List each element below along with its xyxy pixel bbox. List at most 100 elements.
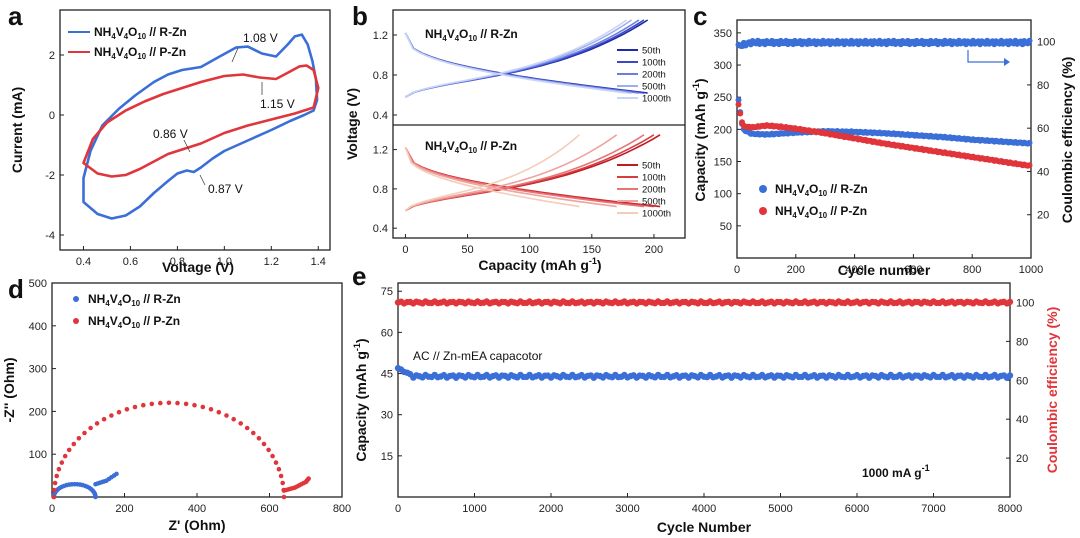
panel-e-ytick-label: 15 <box>381 451 393 463</box>
panel-a-ytick-label: -2 <box>45 170 55 182</box>
legend-label-r-zn: NH4V4O10 // R-Zn <box>775 182 868 198</box>
eis-point-p-zn <box>278 473 284 479</box>
eis-point-p-zn <box>261 441 267 447</box>
panel-e-xtick-label: 2000 <box>539 503 563 515</box>
eis-point-p-zn <box>200 404 206 410</box>
panel-d-ytick-label: 200 <box>29 406 47 418</box>
legend-label-50th: 50th <box>642 46 661 57</box>
legend-label-1000th: 1000th <box>642 209 671 220</box>
panel-a-ylabel: Current (mA) <box>9 87 25 173</box>
legend-label-p-zn: NH4V4O10 // P-Zn <box>88 314 180 330</box>
panel-c-right-ytick-label: 80 <box>1037 80 1049 92</box>
panel-e-right-ytick-label: 20 <box>1016 453 1028 465</box>
panel-b: b 0 50 100 150 2000.40.81.20.40.81.2 NH4V4O1… <box>344 1 686 273</box>
formula-subscript: 4 <box>455 34 460 43</box>
annotation-0-86v: 0.86 V <box>153 127 188 141</box>
eis-tail-point-r-zn <box>114 471 119 477</box>
panel-d-ytick-label: 300 <box>29 364 47 376</box>
panel-d-ytick-label: 100 <box>29 449 47 461</box>
panel-a-ytick-label: 2 <box>49 50 55 62</box>
panel-a-legend: NH4V4O10 // R-Zn NH4V4O10 // P-Zn <box>68 25 187 61</box>
panel-c-ytick-label: 300 <box>714 60 732 72</box>
formula-text: V <box>110 314 118 328</box>
panel-b-xtick-label: 200 <box>645 244 663 256</box>
legend-label-200th: 200th <box>642 70 666 81</box>
panel-c-ce-arrow-head <box>1004 58 1010 66</box>
legend-label-100th: 100th <box>642 58 666 69</box>
panel-d-xtick-label: 400 <box>188 503 206 515</box>
panel-c-xtick-label: 200 <box>787 264 805 276</box>
point-p-zn-capacity <box>1026 162 1033 169</box>
panel-e-annotation: AC // Zn-mEA capacotor <box>413 349 542 363</box>
panel-e-label: e <box>352 261 366 291</box>
panel-e-xtick-label: 6000 <box>845 503 869 515</box>
formula-text: V <box>797 204 805 218</box>
panel-b-xlabel: Capacity (mAh g-1) <box>478 256 601 273</box>
formula-subscript: 10 <box>818 189 827 198</box>
panel-b-frame <box>392 9 686 239</box>
panel-b-xtick-label: 50 <box>461 244 473 256</box>
formula-subscript: 4 <box>111 32 116 41</box>
eis-point-p-zn <box>62 453 68 459</box>
point-r-zn-ce <box>1026 37 1033 44</box>
panel-d-ytick-label: 500 <box>29 278 47 290</box>
panel-e-ylabel: Capacity (mAh g-1) <box>352 338 369 461</box>
panel-c-xtick-label: 400 <box>845 264 863 276</box>
discharge-curve-500th <box>404 32 632 94</box>
eis-point-p-zn <box>101 416 107 422</box>
panel-a-xtick-label: 0.6 <box>123 256 138 268</box>
discharge-curve-200th <box>404 147 645 208</box>
panel-a-xtick-label: 1.4 <box>311 256 326 268</box>
formula-text: NH <box>775 204 792 218</box>
panel-b-series <box>404 19 661 212</box>
formula-text: // R-Zn <box>146 25 187 39</box>
eis-point-p-zn <box>208 407 214 412</box>
panel-b-legends: 50th100th200th500th1000th50th100th200th5… <box>617 46 671 220</box>
legend-label-r-zn: NH4V4O10 // R-Zn <box>88 292 181 308</box>
formula-text: NH <box>88 314 105 328</box>
eis-point-p-zn <box>166 400 172 406</box>
panel-d-series <box>51 400 311 500</box>
panel-c-right-ytick-label: 20 <box>1037 210 1049 222</box>
formula-subscript: 10 <box>137 32 146 41</box>
panel-c-ytick-label: 350 <box>714 28 732 40</box>
panel-c-xtick-label: 0 <box>734 264 740 276</box>
panel-c-ytick-label: 100 <box>714 189 732 201</box>
eis-point-p-zn <box>273 460 279 465</box>
panel-a-frame <box>59 9 331 251</box>
discharge-curve-1000th <box>404 32 627 94</box>
point-r-zn-capacity <box>1026 139 1033 146</box>
formula-text: // P-Zn <box>146 45 186 59</box>
formula-text: O <box>809 204 818 218</box>
formula-subscript: 4 <box>124 52 129 61</box>
formula-subscript: 4 <box>118 321 123 330</box>
panel-d-xtick-label: 600 <box>260 503 278 515</box>
panel-c-ylabel-end: ) <box>692 78 708 83</box>
point-r-zn-capacity <box>735 97 742 103</box>
panel-e-rate-sup: -1 <box>922 463 930 473</box>
panel-b-xtick-label: 100 <box>521 244 539 256</box>
discharge-curve-1000th <box>404 147 580 208</box>
panel-b-xlabel-main: Capacity (mAh g <box>478 257 588 273</box>
formula-subscript: 4 <box>455 146 460 155</box>
eis-point-p-zn <box>88 425 93 431</box>
panel-c-ylabel-main: Capacity (mAh g <box>692 91 708 201</box>
panel-b-label: b <box>352 1 368 31</box>
eis-point-p-zn <box>266 447 271 453</box>
formula-text: O <box>128 45 137 59</box>
panel-c-ytick-label: 200 <box>714 124 732 136</box>
panel-a-label: a <box>8 1 23 31</box>
eis-point-p-zn <box>224 413 229 418</box>
panel-e-ticks: 0 1000 2000 3000 4000 5000 6000 7000 8000 15 30 45 6… <box>381 286 1035 515</box>
eis-point-p-zn <box>82 430 87 436</box>
eis-point-p-zn <box>251 430 256 436</box>
panel-b-ylabel: Voltage (V) <box>344 88 360 160</box>
panel-c-xtick-label: 600 <box>904 264 922 276</box>
panel-e-right-ytick-label: 100 <box>1016 297 1034 309</box>
panel-b-0-ytick-label: 0.8 <box>373 70 388 82</box>
eis-point-p-zn <box>280 480 286 486</box>
formula-text: // P-Zn <box>477 139 517 153</box>
formula-text: // R-Zn <box>477 27 518 41</box>
formula-subscript: 4 <box>805 189 810 198</box>
